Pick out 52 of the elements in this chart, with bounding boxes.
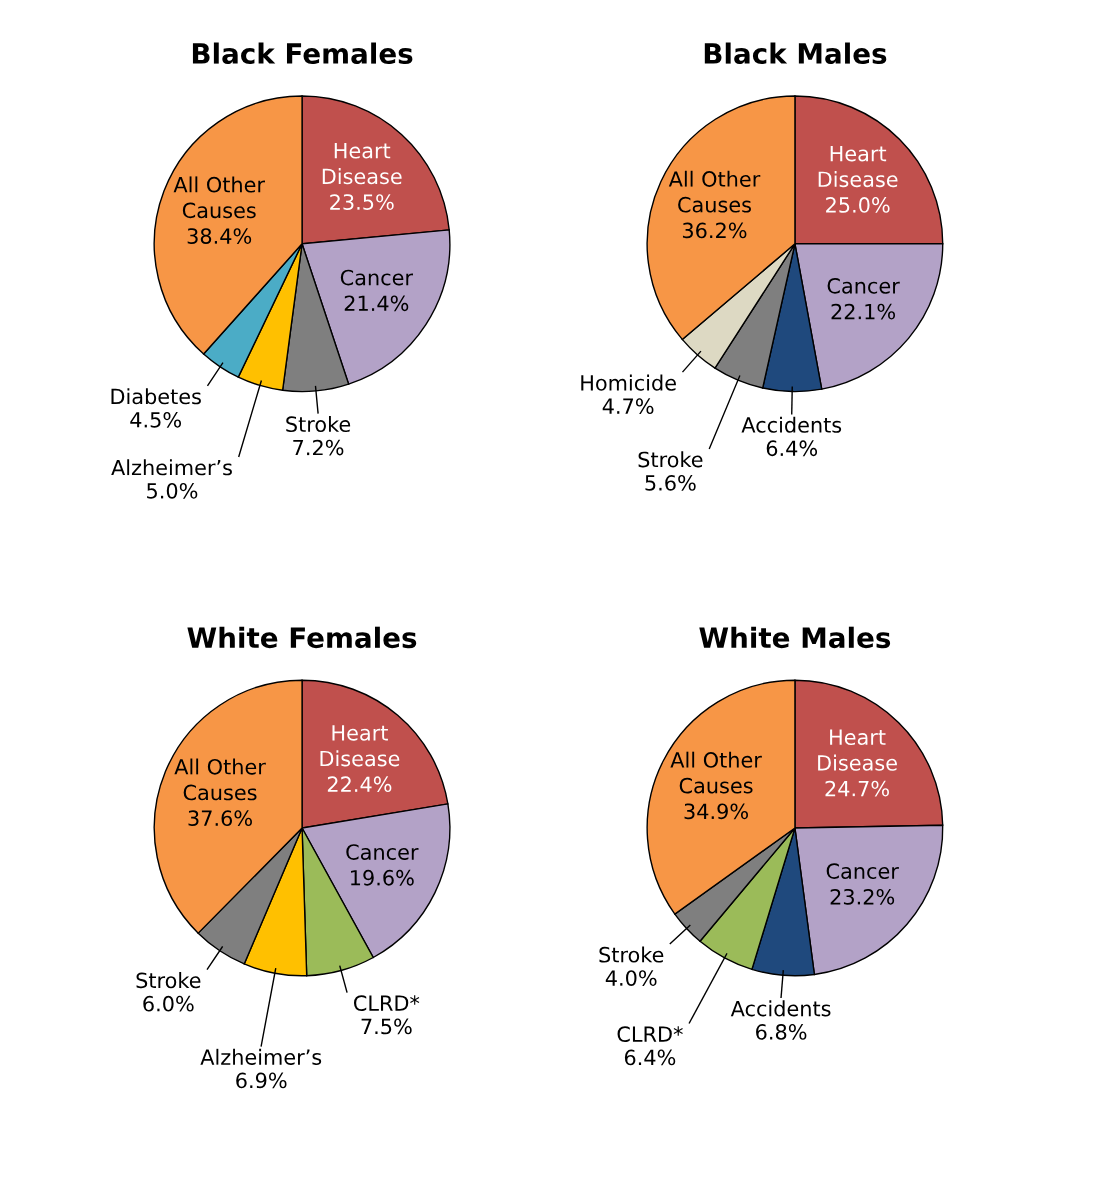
chart-title: Black Females [192, 42, 413, 65]
data-label: 6.4% [766, 440, 818, 457]
data-label: 7.5% [361, 1018, 412, 1035]
data-label: 6.9% [236, 1072, 287, 1089]
data-label: 34.9% [684, 803, 748, 820]
data-label: 7.2% [293, 439, 344, 456]
slice-label: Heart Disease [818, 729, 897, 771]
slice-label: Diabetes [111, 388, 201, 405]
slice-label: Stroke [136, 972, 201, 989]
slice-label: All Other Causes [670, 751, 762, 794]
data-label: 38.4% [187, 228, 252, 244]
slice-label: Heart Disease [818, 145, 898, 188]
slice-label: Alzheimer’s [200, 1048, 322, 1065]
chart-title: White Females [187, 626, 417, 649]
data-label: 4.7% [602, 398, 654, 415]
data-label: 6.8% [756, 1024, 807, 1040]
data-label: 19.6% [351, 869, 414, 886]
slice-label: All Other Causes [668, 170, 761, 213]
slice-label: CLRD* [617, 1026, 683, 1042]
slice-label: Accidents [730, 1000, 831, 1017]
slice-label: Alzheimer’s [111, 459, 232, 476]
data-label: 5.0% [147, 482, 198, 499]
data-label: 5.6% [645, 474, 696, 491]
slice-label: Stroke [286, 415, 351, 433]
data-label: 22.1% [831, 303, 896, 320]
slice-label: CLRD* [353, 995, 420, 1011]
slice-label: Accidents [741, 416, 842, 433]
slice-label: All Other Causes [173, 176, 266, 219]
data-label: 23.5% [330, 194, 394, 210]
slice-label: Heart Disease [322, 143, 402, 185]
slice-label: Stroke [638, 451, 703, 468]
slice-label: All Other Causes [174, 758, 266, 801]
data-label: 23.2% [830, 888, 895, 905]
data-label: 37.6% [188, 810, 252, 827]
chart-title: Black Males [704, 42, 887, 65]
data-label: 21.4% [344, 295, 409, 312]
slice-label: Cancer [826, 863, 899, 879]
data-label: 6.4% [624, 1049, 676, 1066]
data-label: 36.2% [682, 222, 747, 239]
slice-label: Cancer [346, 844, 419, 860]
slice-label: Homicide [581, 374, 676, 391]
chart-title: White Males [699, 626, 891, 649]
data-label: 22.4% [327, 776, 392, 793]
slice-label: Stroke [599, 946, 664, 963]
data-label: 24.7% [825, 780, 889, 797]
data-label: 4.0% [605, 970, 657, 986]
data-label: 25.0% [826, 197, 890, 213]
slice-label: Cancer [340, 269, 413, 286]
data-label: 4.5% [130, 411, 182, 428]
data-label: 6.0% [143, 995, 194, 1012]
slice-label: Cancer [827, 277, 900, 294]
slice-label: Heart Disease [320, 725, 400, 767]
